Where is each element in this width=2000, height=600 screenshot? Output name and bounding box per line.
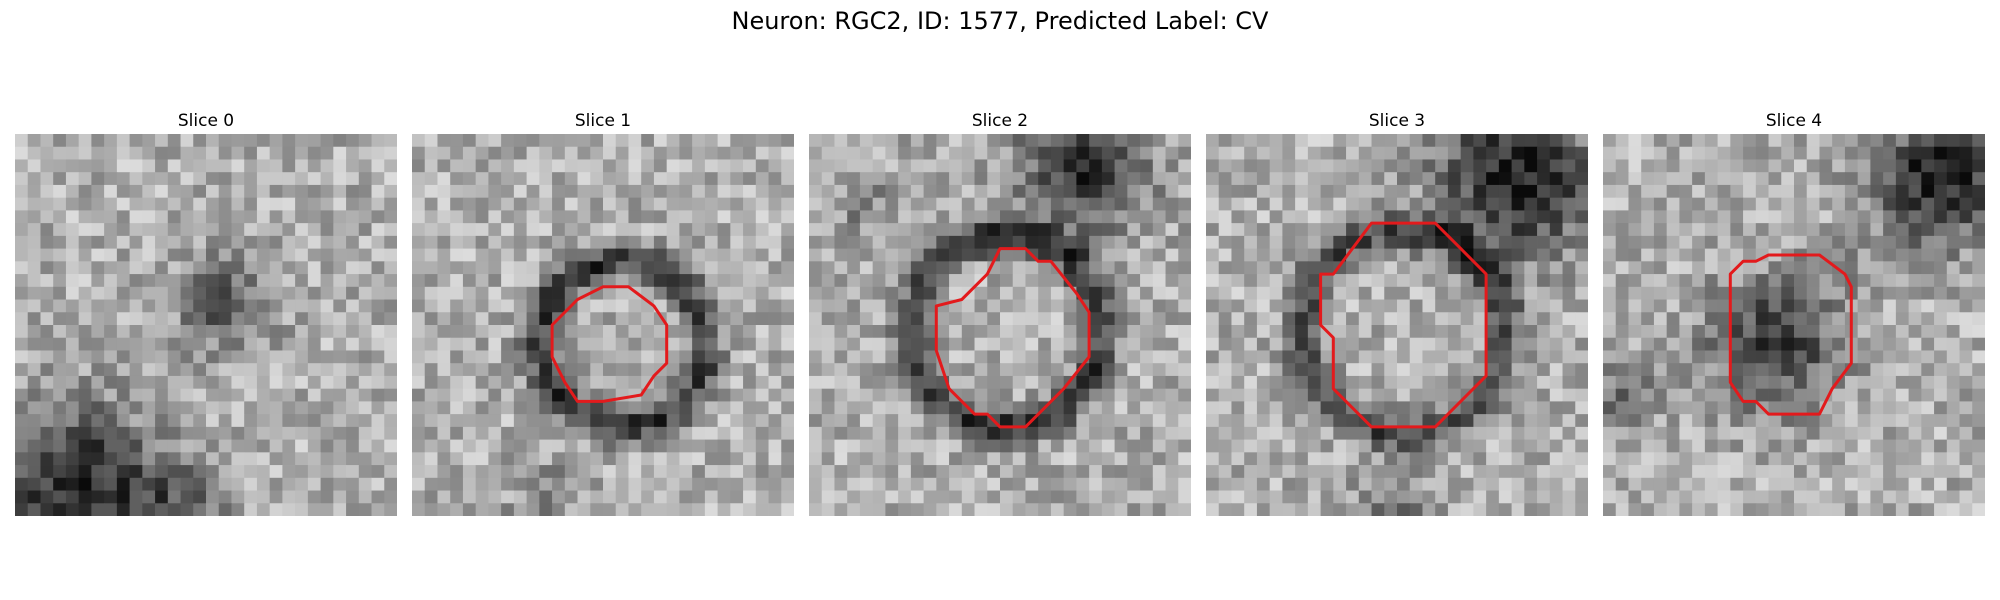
slice-title: Slice 0 (177, 111, 235, 131)
slice-panel-4: Slice 4 (1603, 110, 1985, 516)
slice-panel-2: Slice 2 (809, 110, 1191, 516)
segmentation-contour (934, 247, 1091, 429)
slice-panel-1: Slice 1 (412, 110, 794, 516)
slice-panel-0: Slice 0 (15, 110, 397, 516)
segmentation-contour (550, 285, 669, 403)
slice-image (412, 134, 794, 516)
slice-image (15, 134, 397, 516)
figure-title: Neuron: RGC2, ID: 1577, Predicted Label:… (731, 7, 1269, 35)
slice-image (809, 134, 1191, 516)
slice-title: Slice 3 (1368, 111, 1426, 131)
slice-image (1206, 134, 1588, 516)
slice-image (1603, 134, 1985, 516)
slice-title: Slice 4 (1765, 111, 1823, 131)
segmentation-contour (1319, 221, 1488, 429)
slice-panel-3: Slice 3 (1206, 110, 1588, 516)
slice-title: Slice 1 (574, 111, 632, 131)
slice-title: Slice 2 (971, 111, 1029, 131)
segmentation-contour (1728, 253, 1853, 416)
